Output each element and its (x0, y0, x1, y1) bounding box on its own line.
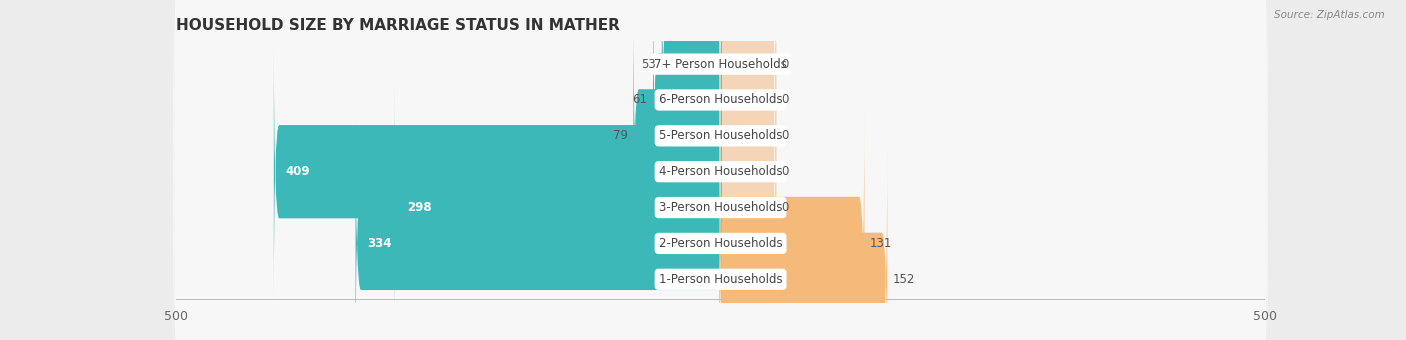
FancyBboxPatch shape (662, 0, 721, 197)
Text: 0: 0 (782, 201, 789, 214)
Text: 298: 298 (406, 201, 432, 214)
Text: 5-Person Households: 5-Person Households (659, 129, 782, 142)
Text: 7+ Person Households: 7+ Person Households (654, 57, 787, 71)
Text: 409: 409 (285, 165, 311, 178)
FancyBboxPatch shape (720, 111, 865, 340)
FancyBboxPatch shape (173, 0, 1268, 260)
FancyBboxPatch shape (173, 0, 1268, 224)
Text: 79: 79 (613, 129, 628, 142)
FancyBboxPatch shape (633, 3, 721, 269)
Text: 4-Person Households: 4-Person Households (659, 165, 782, 178)
Text: Source: ZipAtlas.com: Source: ZipAtlas.com (1274, 10, 1385, 20)
FancyBboxPatch shape (720, 75, 776, 340)
Text: 2-Person Households: 2-Person Households (659, 237, 782, 250)
FancyBboxPatch shape (652, 0, 721, 233)
Text: 0: 0 (782, 57, 789, 71)
FancyBboxPatch shape (274, 39, 721, 304)
FancyBboxPatch shape (720, 39, 776, 304)
FancyBboxPatch shape (173, 119, 1268, 340)
FancyBboxPatch shape (173, 48, 1268, 340)
Text: 334: 334 (367, 237, 392, 250)
Text: 0: 0 (782, 129, 789, 142)
Text: 152: 152 (893, 273, 915, 286)
FancyBboxPatch shape (720, 147, 887, 340)
Text: 0: 0 (782, 165, 789, 178)
Text: 61: 61 (633, 94, 648, 106)
Text: 1-Person Households: 1-Person Households (659, 273, 782, 286)
FancyBboxPatch shape (720, 3, 776, 269)
Text: HOUSEHOLD SIZE BY MARRIAGE STATUS IN MATHER: HOUSEHOLD SIZE BY MARRIAGE STATUS IN MAT… (176, 18, 620, 33)
FancyBboxPatch shape (173, 0, 1268, 296)
Text: 131: 131 (870, 237, 893, 250)
Text: 6-Person Households: 6-Person Households (659, 94, 782, 106)
FancyBboxPatch shape (173, 12, 1268, 331)
FancyBboxPatch shape (356, 111, 721, 340)
Text: 0: 0 (782, 94, 789, 106)
FancyBboxPatch shape (395, 75, 721, 340)
FancyBboxPatch shape (720, 0, 776, 197)
Text: 3-Person Households: 3-Person Households (659, 201, 782, 214)
FancyBboxPatch shape (173, 84, 1268, 340)
FancyBboxPatch shape (720, 0, 776, 233)
Text: 53: 53 (641, 57, 657, 71)
